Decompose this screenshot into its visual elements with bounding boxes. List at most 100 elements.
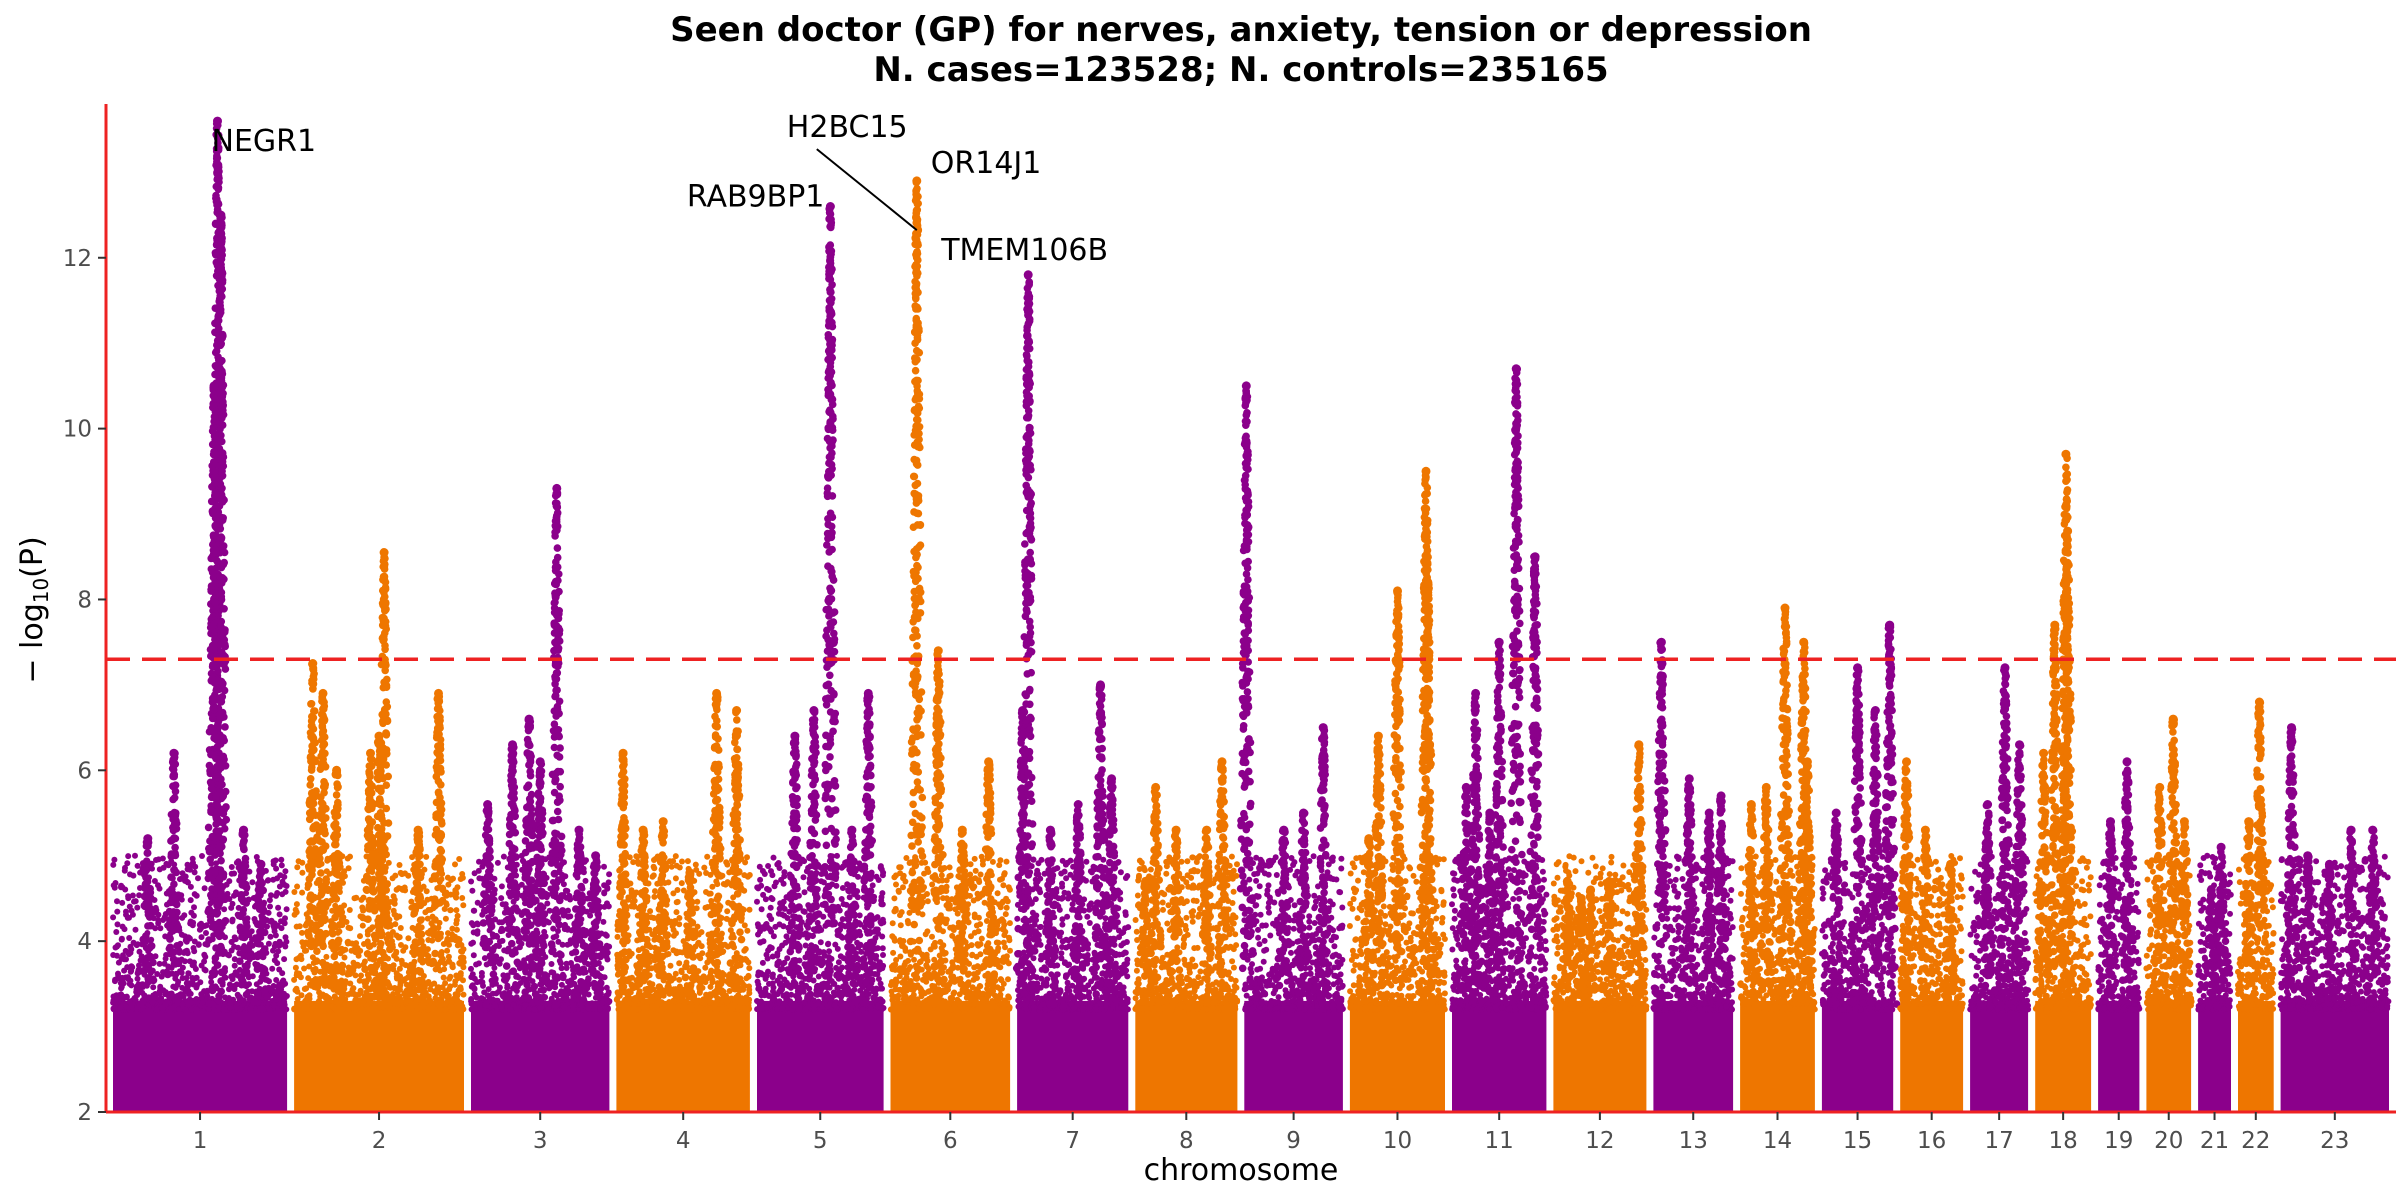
snp-point [226,952,232,959]
snp-point [140,956,148,965]
snp-point [171,787,180,796]
snp-point [334,864,342,873]
snp-point [155,920,162,927]
snp-point [276,966,283,973]
snp-point [378,837,387,846]
snp-point [379,895,387,903]
snp-point [114,908,121,915]
snp-point [187,883,194,890]
snp-point [482,1001,490,1009]
snp-point [164,970,172,979]
snp-point [232,1004,239,1011]
snp-point [333,849,342,858]
snp-point [236,957,244,965]
snp-point [246,956,253,963]
snp-point [374,771,383,779]
snp-point [215,900,223,908]
snp-point [307,700,316,708]
snp-point [436,845,445,854]
snp-point [368,842,377,851]
snp-point [281,920,288,927]
snp-point [299,869,306,876]
snp-point [553,933,560,940]
snp-point [229,916,236,923]
snp-point [436,764,445,773]
snp-point [320,740,329,748]
snp-point [377,886,386,894]
snp-point [436,1000,445,1008]
snp-point [259,917,267,925]
snp-point [364,877,373,885]
snp-point [417,898,426,907]
snp-point [118,936,125,943]
snp-point [308,866,316,874]
snp-point [508,828,517,837]
snp-point [248,928,255,935]
snp-point [276,911,283,918]
snp-point [334,936,343,945]
snp-point [220,686,229,695]
snp-point [411,938,420,946]
snp-point [522,1002,528,1009]
snp-point [110,952,117,958]
snp-point [193,1006,200,1013]
snp-point [226,996,233,1002]
snp-point [489,931,496,938]
snp-point [308,677,316,685]
snp-point [281,995,288,1002]
snp-point [486,952,495,960]
snp-point [498,956,504,963]
snp-point [513,994,520,1001]
snp-point [201,885,208,892]
snp-point [220,605,228,613]
snp-point [211,522,220,531]
snp-point [309,799,318,808]
chart-title: Seen doctor (GP) for nerves, anxiety, te… [670,10,1812,50]
snp-point [312,983,321,991]
snp-point [434,789,443,798]
snp-point [489,990,496,997]
snp-point [294,970,300,976]
snp-point [134,904,141,911]
snp-point [151,878,158,884]
snp-point [320,967,329,975]
peak-point-chr2 [332,765,342,775]
snp-point [283,938,290,945]
snp-point [292,964,299,971]
snp-point [293,985,300,992]
snp-point [345,865,352,872]
snp-point [267,903,273,910]
snp-point [433,758,442,766]
snp-point [379,636,388,645]
snp-point [184,861,191,868]
snp-point [582,877,589,884]
snp-point [317,882,326,891]
snp-point [511,812,519,821]
snp-point [204,823,213,832]
snp-point [342,946,349,953]
snp-point [548,961,555,967]
snp-point [456,960,463,967]
snp-point [130,872,137,879]
snp-point [156,960,163,967]
snp-point [509,776,517,785]
snp-point [204,987,211,994]
chart-subtitle: N. cases=123528; N. controls=235165 [873,50,1608,90]
snp-point [195,875,201,882]
snp-point [122,886,129,893]
snp-point [208,675,217,683]
snp-point [250,998,259,1006]
snp-point [580,995,587,1002]
snp-point [368,801,377,809]
snp-point [231,892,237,899]
snp-point [431,949,439,958]
snp-point [314,1002,321,1009]
snp-point [228,864,235,870]
snp-point [212,194,220,202]
snp-point [419,957,427,966]
snp-point [191,938,198,945]
snp-point [144,975,152,983]
snp-point [170,983,177,990]
snp-point [299,889,306,896]
snp-point [126,903,133,910]
